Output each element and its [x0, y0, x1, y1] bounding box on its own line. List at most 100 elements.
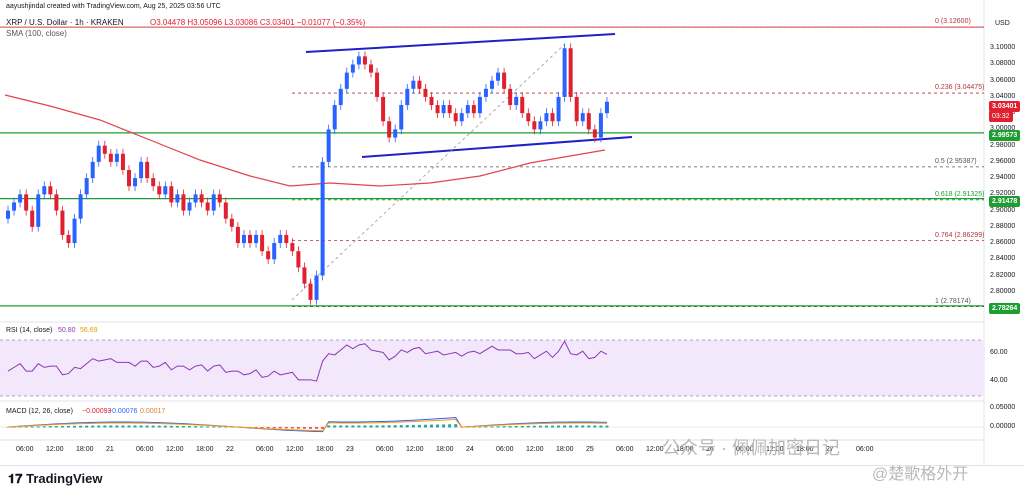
macd-histogram-bar [145, 425, 149, 428]
macd-histogram-bar [387, 425, 391, 428]
fib-level-label: 0.618 (2.91325) [935, 190, 985, 198]
macd-histogram-bar [97, 425, 101, 428]
macd-histogram-bar [496, 426, 500, 428]
candle-body [72, 218, 77, 244]
macd-histogram-bar [188, 426, 191, 428]
candle-body [272, 243, 277, 260]
macd-histogram-bar [163, 425, 167, 428]
macd-histogram-bar [569, 425, 573, 428]
rsi-label[interactable]: RSI (14, close) [6, 327, 53, 334]
macd-histogram-bar [12, 426, 16, 428]
candle-body [574, 96, 579, 122]
macd-histogram-bar [448, 424, 452, 428]
price-tick: 2.84000 [990, 255, 1016, 263]
macd-histogram-bar [430, 424, 433, 428]
price-tick: 3.08000 [990, 60, 1016, 68]
macd-histogram-bar [502, 426, 506, 428]
price-tick: 2.98000 [990, 141, 1016, 149]
macd-histogram-bar [508, 426, 512, 428]
support-upper-badge: 2.99573 [989, 130, 1021, 141]
candle-body [562, 48, 567, 97]
macd-histogram-bar [109, 425, 113, 428]
candle-body [441, 105, 446, 114]
macd-histogram-bar [436, 424, 440, 428]
candle-body [36, 194, 41, 227]
candle-body [229, 218, 234, 227]
time-tick: 06:00 [856, 446, 874, 453]
macd-value-1: −0.00093 [82, 408, 112, 415]
time-tick: 12:00 [646, 446, 664, 453]
candle-body [260, 234, 265, 252]
time-tick: 18:00 [796, 446, 814, 453]
candle-body [96, 145, 101, 162]
rsi-value-2: 56.69 [80, 327, 98, 334]
time-tick: 06:00 [376, 446, 394, 453]
currency-label: USD [995, 20, 1010, 27]
macd-histogram-bar [254, 427, 258, 428]
macd-value-2: −0.00076 [108, 408, 138, 415]
macd-histogram-bar [327, 425, 331, 428]
macd-histogram-bar [393, 425, 397, 428]
macd-histogram-bar [526, 425, 530, 428]
candle-body [526, 113, 531, 122]
channel-lower-line [361, 136, 633, 158]
macd-histogram-bar [151, 425, 155, 428]
macd-label[interactable]: MACD (12, 26, close) [6, 408, 73, 415]
time-tick: 18:00 [316, 446, 334, 453]
candle-body [592, 129, 597, 138]
macd-histogram-bar [478, 426, 482, 428]
macd-histogram-bar [587, 425, 591, 428]
macd-histogram-bar [532, 425, 536, 428]
macd-histogram-bar [175, 425, 179, 428]
price-tick: 2.86000 [990, 239, 1016, 247]
created-by-label: aayushjindal created with TradingView.co… [6, 3, 221, 10]
time-tick: 06:00 [616, 446, 634, 453]
countdown-badge: 03:32 [989, 111, 1013, 122]
macd-histogram-bar [260, 427, 264, 429]
macd-histogram-bar [181, 426, 185, 428]
macd-histogram-bar [79, 425, 83, 428]
candle-body [381, 96, 386, 122]
price-tick: 3.06000 [990, 76, 1016, 84]
macd-histogram-bar [333, 425, 337, 428]
time-tick: 22 [226, 446, 234, 453]
macd-histogram-bar [557, 425, 561, 428]
sma-label[interactable]: SMA (100, close) [6, 29, 67, 38]
macd-histogram-bar [54, 426, 58, 428]
macd-histogram-bar [212, 426, 216, 428]
time-tick: 25 [586, 446, 594, 453]
rsi-tick-40: 40.00 [990, 377, 1008, 384]
candle-body [477, 96, 482, 114]
macd-histogram-bar [121, 425, 125, 428]
fib-level-label: 0 (3.12600) [935, 18, 971, 26]
macd-histogram-bar [538, 425, 542, 428]
candle-body [169, 186, 174, 203]
macd-histogram-bar [411, 424, 415, 428]
macd-histogram-bar [369, 425, 373, 428]
macd-histogram-bar [6, 427, 10, 428]
support-lower-badge: 2.91478 [989, 196, 1021, 207]
macd-value-3: 0.00017 [140, 408, 166, 415]
macd-histogram-bar [67, 425, 70, 428]
macd-histogram-bar [309, 427, 312, 429]
time-tick: 06:00 [496, 446, 514, 453]
macd-histogram-bar [599, 425, 603, 428]
tradingview-logo[interactable]: 𝟏𝟕 TradingView [8, 471, 102, 487]
candle-body [568, 48, 573, 97]
macd-histogram-bar [357, 425, 361, 428]
macd-histogram-bar [454, 424, 458, 428]
symbol-title[interactable]: XRP / U.S. Dollar · 1h · KRAKEN [6, 18, 124, 27]
watermark-handle: @楚歌格外开 [872, 466, 969, 483]
macd-histogram-bar [351, 425, 355, 428]
time-tick: 21 [106, 446, 114, 453]
candle-body [502, 72, 507, 89]
candle-body [326, 129, 331, 162]
macd-histogram-bar [127, 425, 131, 428]
macd-histogram-bar [321, 427, 325, 429]
macd-histogram-bar [157, 425, 161, 428]
candle-body [248, 234, 252, 244]
candle-body [508, 88, 513, 106]
rsi-line [7, 340, 608, 382]
